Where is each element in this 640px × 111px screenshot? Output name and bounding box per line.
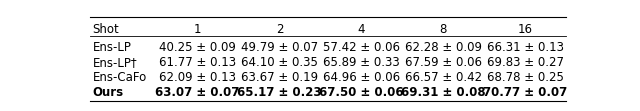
Text: 2: 2 <box>276 23 283 36</box>
Text: 63.67 ± 0.19: 63.67 ± 0.19 <box>241 71 318 84</box>
Text: 64.10 ± 0.35: 64.10 ± 0.35 <box>241 56 318 69</box>
Text: 1: 1 <box>194 23 202 36</box>
Text: 63.07 ± 0.07: 63.07 ± 0.07 <box>156 86 240 99</box>
Text: 68.78 ± 0.25: 68.78 ± 0.25 <box>486 71 564 84</box>
Text: 66.31 ± 0.13: 66.31 ± 0.13 <box>486 41 564 54</box>
Text: Ens-CaFo: Ens-CaFo <box>92 71 147 84</box>
Text: 67.50 ± 0.06: 67.50 ± 0.06 <box>319 86 404 99</box>
Text: 61.77 ± 0.13: 61.77 ± 0.13 <box>159 56 236 69</box>
Text: Ens-LP: Ens-LP <box>92 41 131 54</box>
Text: 62.09 ± 0.13: 62.09 ± 0.13 <box>159 71 236 84</box>
Text: Shot: Shot <box>92 23 119 36</box>
Text: 70.77 ± 0.07: 70.77 ± 0.07 <box>483 86 567 99</box>
Text: 40.25 ± 0.09: 40.25 ± 0.09 <box>159 41 236 54</box>
Text: Ours: Ours <box>92 86 124 99</box>
Text: 8: 8 <box>440 23 447 36</box>
Text: 49.79 ± 0.07: 49.79 ± 0.07 <box>241 41 318 54</box>
Text: 57.42 ± 0.06: 57.42 ± 0.06 <box>323 41 400 54</box>
Text: 64.96 ± 0.06: 64.96 ± 0.06 <box>323 71 400 84</box>
Text: 65.17 ± 0.23: 65.17 ± 0.23 <box>237 86 322 99</box>
Text: 4: 4 <box>358 23 365 36</box>
Text: 69.31 ± 0.08: 69.31 ± 0.08 <box>401 86 486 99</box>
Text: 67.59 ± 0.06: 67.59 ± 0.06 <box>404 56 482 69</box>
Text: 66.57 ± 0.42: 66.57 ± 0.42 <box>404 71 482 84</box>
Text: 65.89 ± 0.33: 65.89 ± 0.33 <box>323 56 400 69</box>
Text: 62.28 ± 0.09: 62.28 ± 0.09 <box>404 41 482 54</box>
Text: 69.83 ± 0.27: 69.83 ± 0.27 <box>486 56 564 69</box>
Text: 16: 16 <box>518 23 532 36</box>
Text: Ens-LP†: Ens-LP† <box>92 56 137 69</box>
